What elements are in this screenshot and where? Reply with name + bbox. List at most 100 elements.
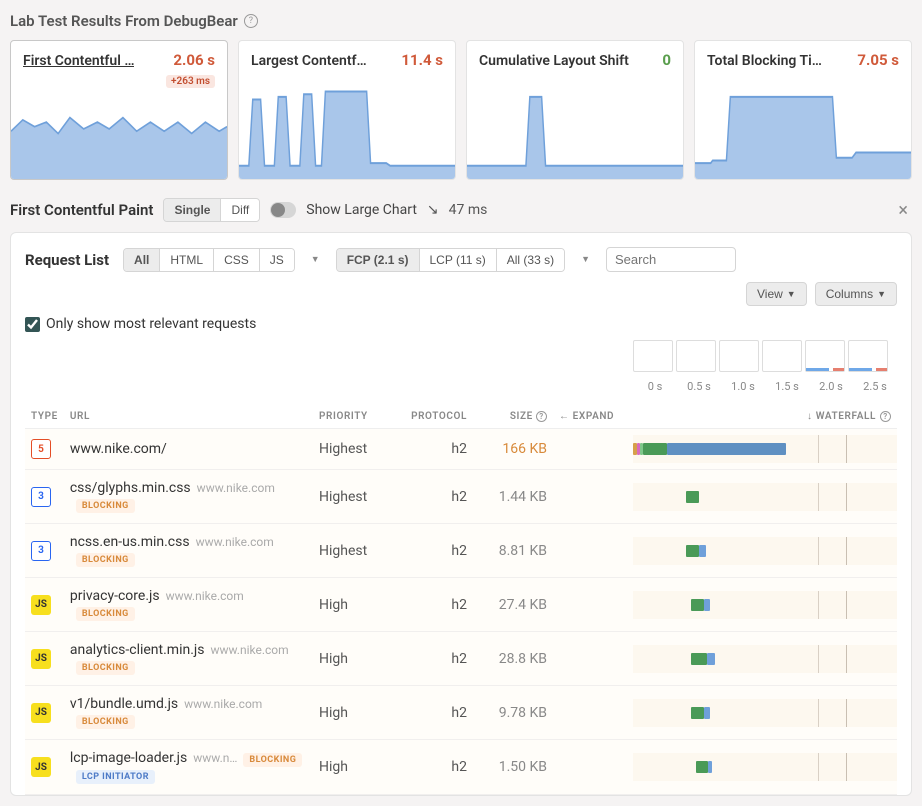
table-row[interactable]: 5www.nike.com/Highesth2166 KB [25,429,897,470]
metric-delta: +263 ms [166,75,215,88]
priority-cell: High [313,686,393,740]
chevron-down-icon[interactable]: ▼ [305,254,326,265]
trend-ms: 47 ms [449,202,488,218]
filmstrip-frame[interactable] [848,340,888,372]
html-icon: 5 [31,439,51,459]
filter-all[interactable]: All [124,249,159,271]
filmstrip-frame[interactable] [762,340,802,372]
js-icon: JS [31,703,51,723]
guide-line [818,645,819,673]
size-cell: 8.81 KB [473,524,553,578]
filmstrip [633,340,897,372]
only-relevant-row[interactable]: Only show most relevant requests [25,316,897,332]
table-row[interactable]: JSlcp-image-loader.jswww.n…BLOCKINGLCP I… [25,740,897,795]
protocol-cell: h2 [393,632,473,686]
css-icon: 3 [31,487,51,507]
seg-diff[interactable]: Diff [220,199,259,221]
time-filter[interactable]: All (33 s) [496,249,564,271]
priority-cell: Highest [313,524,393,578]
size-cell: 27.4 KB [473,578,553,632]
col-protocol[interactable]: PROTOCOL [393,403,473,429]
lcp-initiator-badge: LCP INITIATOR [76,770,155,784]
js-icon: JS [31,595,51,615]
col-url[interactable]: URL [64,403,313,429]
filmstrip-frame[interactable] [633,340,673,372]
col-type[interactable]: TYPE [25,403,64,429]
panel-toolbar: Request List AllHTMLCSSJS ▼ FCP (2.1 s)L… [25,247,897,306]
protocol-cell: h2 [393,578,473,632]
table-row[interactable]: JSanalytics-client.min.jswww.nike.comBLO… [25,632,897,686]
only-relevant-checkbox[interactable] [25,317,40,332]
view-button[interactable]: View ▼ [746,282,807,306]
filmstrip-frame[interactable] [719,340,759,372]
guide-line [818,483,819,511]
table-row[interactable]: JSprivacy-core.jswww.nike.comBLOCKINGHig… [25,578,897,632]
waterfall-segment [691,653,707,665]
sparkline [695,73,911,179]
request-table: TYPE URL PRIORITY PROTOCOL SIZE ? ← EXPA… [25,403,897,795]
metric-card[interactable]: Cumulative Layout Shift 0 [466,40,684,180]
metric-card[interactable]: Largest Contentf…11.4 s [238,40,456,180]
metric-name: Total Blocking Ti… [707,53,822,69]
time-filter[interactable]: FCP (2.1 s) [337,249,419,271]
metric-card[interactable]: First Contentful …2.06 s+263 ms [10,40,228,180]
close-icon[interactable]: × [894,200,912,221]
chevron-down-icon[interactable]: ▼ [575,254,596,265]
table-row[interactable]: 3css/glyphs.min.csswww.nike.comBLOCKINGH… [25,470,897,524]
metric-value: 7.05 s [857,51,899,69]
large-chart-toggle[interactable] [270,202,296,218]
guide-line [818,537,819,565]
only-relevant-label: Only show most relevant requests [46,316,256,332]
search-input[interactable] [606,247,736,272]
metric-name: Cumulative Layout Shift [479,53,629,69]
waterfall-cell [633,699,897,727]
filmstrip-frame[interactable] [676,340,716,372]
waterfall-segment [643,443,667,455]
columns-button[interactable]: Columns ▼ [815,282,897,306]
view-label: View [757,287,783,301]
request-list-panel: Request List AllHTMLCSSJS ▼ FCP (2.1 s)L… [10,232,912,796]
col-size[interactable]: SIZE ? [473,403,553,429]
filmstrip-frame[interactable] [805,340,845,372]
info-icon[interactable]: ? [244,14,258,28]
time-filter-tabs: FCP (2.1 s)LCP (11 s)All (33 s) [336,248,565,272]
size-cell: 166 KB [473,429,553,470]
waterfall-segment [704,599,709,611]
time-filter[interactable]: LCP (11 s) [419,249,496,271]
table-row[interactable]: 3ncss.en-us.min.csswww.nike.comBLOCKINGH… [25,524,897,578]
columns-label: Columns [826,287,873,301]
css-icon: 3 [31,541,51,561]
waterfall-segment [704,707,709,719]
request-url: lcp-image-loader.js [70,750,187,766]
filter-js[interactable]: JS [259,249,294,271]
guide-line [818,699,819,727]
metric-value: 0 [662,51,671,69]
ruler-tick: 2.5 s [853,380,897,393]
table-row[interactable]: JSv1/bundle.umd.jswww.nike.comBLOCKINGHi… [25,686,897,740]
size-cell: 1.44 KB [473,470,553,524]
seg-single[interactable]: Single [164,199,220,221]
col-size-label: SIZE [510,411,533,422]
js-icon: JS [31,757,51,777]
filter-css[interactable]: CSS [213,249,259,271]
col-expand[interactable]: ← EXPAND [553,403,633,429]
waterfall-segment [708,761,712,773]
info-icon[interactable]: ? [880,411,891,422]
metric-card[interactable]: Total Blocking Ti… 7.05 s [694,40,912,180]
priority-cell: High [313,740,393,795]
filter-html[interactable]: HTML [159,249,213,271]
request-url: analytics-client.min.js [70,642,205,658]
protocol-cell: h2 [393,470,473,524]
blocking-badge: BLOCKING [76,715,135,729]
section-title: First Contentful Paint [10,201,153,219]
waterfall-cell [633,591,897,619]
protocol-cell: h2 [393,429,473,470]
waterfall-segment [686,491,699,503]
metrics-row: First Contentful …2.06 s+263 msLargest C… [0,40,922,192]
request-host: www.nike.com [166,589,244,603]
col-priority[interactable]: PRIORITY [313,403,393,429]
priority-cell: Highest [313,470,393,524]
ruler-tick: 2.0 s [809,380,853,393]
col-waterfall[interactable]: ↓ WATERFALL ? [633,403,897,429]
info-icon[interactable]: ? [536,411,547,422]
